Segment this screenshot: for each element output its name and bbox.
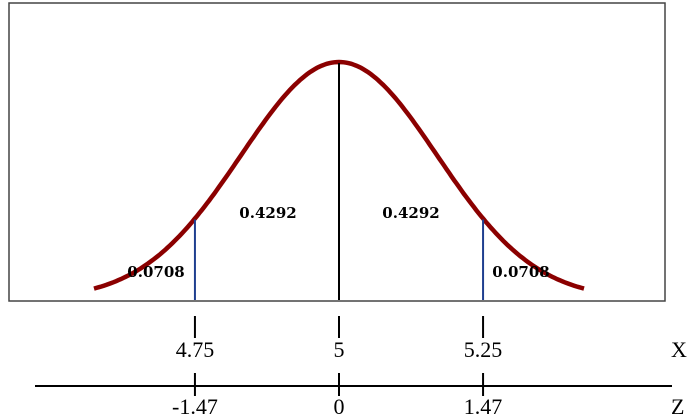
x-axis-tick-label: 4.75: [176, 337, 215, 362]
left-center-area-label: 0.4292: [239, 204, 296, 222]
left-tail-area-label: 0.0708: [127, 263, 184, 281]
x-axis-tick-label: 5.25: [464, 337, 503, 362]
plot-frame: [8, 2, 666, 302]
z-axis-ticks: -1.47 0 1.47: [172, 373, 502, 417]
right-center-area-label: 0.4292: [382, 204, 439, 222]
x-axis-ticks: 4.75 5 5.25: [176, 316, 503, 362]
z-axis-tick-label: 1.47: [464, 394, 503, 417]
z-axis-label: Z: [671, 394, 684, 417]
x-axis-tick-label: 5: [334, 337, 345, 362]
density-curve: [93, 59, 585, 291]
right-tail-area-label: 0.0708: [492, 263, 549, 281]
x-axis-label: X: [671, 337, 687, 362]
z-axis-tick-label: 0: [334, 394, 345, 417]
z-axis-tick-label: -1.47: [172, 394, 218, 417]
